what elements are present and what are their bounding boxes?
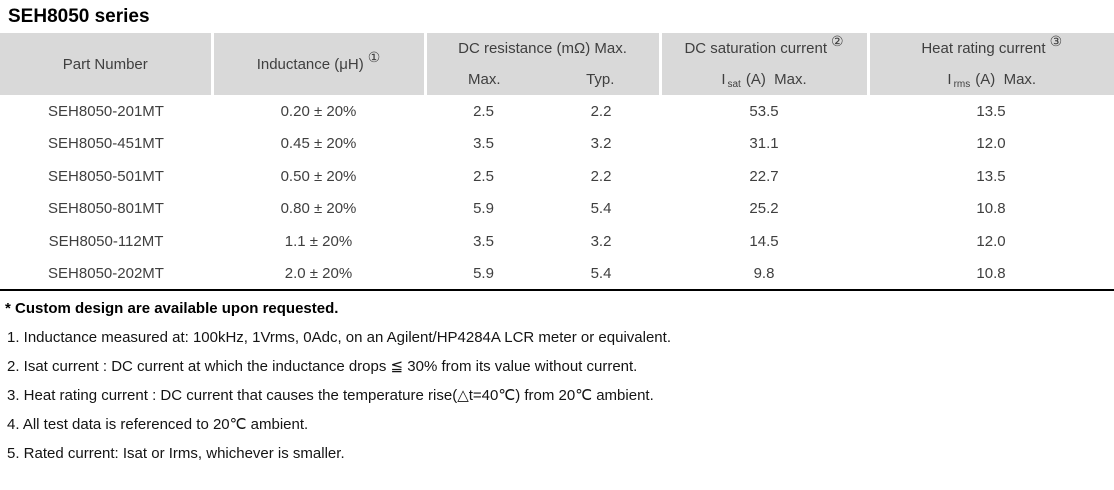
footnote-ref-3-icon: ③ [1049,33,1063,49]
cell-irms: 10.8 [868,192,1114,225]
dcr-max-label: Max. [467,71,501,88]
cell-part-number: SEH8050-201MT [0,95,212,128]
cell-isat: 14.5 [660,225,868,258]
cell-part-number: SEH8050-202MT [0,257,212,290]
footnote-2: 2. Isat current : DC current at which th… [7,358,638,375]
cell-inductance: 0.45 ± 20% [212,127,425,160]
page-title: SEH8050 series [8,6,150,27]
cell-dcr-max: 2.5 [425,160,542,193]
column-header-heat-rating: Heat rating current ③ [868,33,1114,64]
irms-symbol: I [947,71,952,88]
cell-dcr-typ: 2.2 [542,95,660,128]
custom-design-note: * Custom design are available upon reque… [5,300,339,317]
table-row: SEH8050-201MT 0.20 ± 20% 2.5 2.2 53.5 13… [0,95,1114,128]
cell-irms: 12.0 [868,127,1114,160]
subcolumn-header-dcr-typ: Typ. [542,64,662,95]
irms-subscript: rms [953,79,971,90]
cell-dcr-typ: 3.2 [542,127,660,160]
irms-unit: (A) Max. [975,71,1037,88]
column-header-part-number: Part Number [0,33,214,95]
subcolumn-header-dcr-max: Max. [425,64,542,95]
cell-inductance: 0.20 ± 20% [212,95,425,128]
isat-symbol: I [721,71,726,88]
cell-dcr-max: 5.9 [425,257,542,290]
table-row: SEH8050-202MT 2.0 ± 20% 5.9 5.4 9.8 10.8 [0,257,1114,290]
cell-part-number: SEH8050-451MT [0,127,212,160]
cell-part-number: SEH8050-801MT [0,192,212,225]
cell-irms: 13.5 [868,95,1114,128]
dcr-typ-label: Typ. [586,71,615,88]
cell-inductance: 0.50 ± 20% [212,160,425,193]
cell-dcr-typ: 2.2 [542,160,660,193]
cell-part-number: SEH8050-501MT [0,160,212,193]
spec-table-header: Part Number Inductance (μH) ① DC resistan… [0,33,1114,95]
column-header-dc-resistance: DC resistance (mΩ) Max. [425,33,662,64]
inductance-label: Inductance (μH) [256,55,364,73]
part-number-label: Part Number [62,55,148,73]
isat-unit: (A) Max. [745,71,807,88]
cell-isat: 31.1 [660,127,868,160]
table-row: SEH8050-112MT 1.1 ± 20% 3.5 3.2 14.5 12.… [0,225,1114,258]
dc-resistance-label: DC resistance (mΩ) Max. [458,40,627,57]
cell-irms: 10.8 [868,257,1114,290]
table-row: SEH8050-801MT 0.80 ± 20% 5.9 5.4 25.2 10… [0,192,1114,225]
heat-rating-label: Heat rating current [921,40,1046,57]
footnote-1: 1. Inductance measured at: 100kHz, 1Vrms… [7,329,671,346]
cell-irms: 12.0 [868,225,1114,258]
footnote-5: 5. Rated current: Isat or Irms, whicheve… [7,445,345,462]
cell-dcr-max: 3.5 [425,225,542,258]
footnote-ref-2-icon: ② [831,33,844,49]
cell-dcr-max: 3.5 [425,127,542,160]
footnote-4: 4. All test data is referenced to 20℃ am… [7,416,309,433]
cell-dcr-typ: 3.2 [542,225,660,258]
isat-subscript: sat [727,79,741,90]
cell-dcr-typ: 5.4 [542,257,660,290]
footnote-ref-1-icon: ① [367,48,381,65]
cell-isat: 9.8 [660,257,868,290]
cell-isat: 22.7 [660,160,868,193]
footnotes-section: * Custom design are available upon reque… [0,300,1114,462]
footnote-3: 3. Heat rating current : DC current that… [7,387,654,404]
table-row: SEH8050-451MT 0.45 ± 20% 3.5 3.2 31.1 12… [0,127,1114,160]
cell-irms: 13.5 [868,160,1114,193]
dc-saturation-label: DC saturation current [684,40,827,57]
column-header-dc-saturation: DC saturation current ② [660,33,870,64]
table-row: SEH8050-501MT 0.50 ± 20% 2.5 2.2 22.7 13… [0,160,1114,193]
spec-table: Part Number Inductance (μH) ① DC resistan… [0,33,1114,291]
cell-isat: 53.5 [660,95,868,128]
cell-dcr-typ: 5.4 [542,192,660,225]
cell-isat: 25.2 [660,192,868,225]
cell-inductance: 1.1 ± 20% [212,225,425,258]
cell-dcr-max: 5.9 [425,192,542,225]
cell-inductance: 0.80 ± 20% [212,192,425,225]
cell-part-number: SEH8050-112MT [0,225,212,258]
cell-inductance: 2.0 ± 20% [212,257,425,290]
spec-table-body: SEH8050-201MT 0.20 ± 20% 2.5 2.2 53.5 13… [0,95,1114,290]
column-header-inductance: Inductance (μH) ① [212,33,427,95]
cell-dcr-max: 2.5 [425,95,542,128]
